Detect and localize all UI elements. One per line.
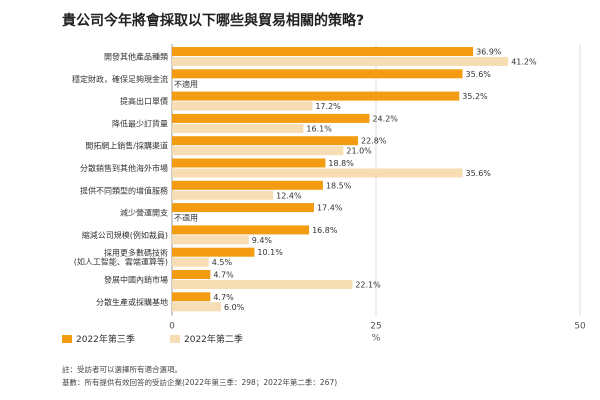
data-label: 不適用: [174, 213, 198, 223]
bar: [172, 101, 313, 111]
x-tick-label: 50: [574, 322, 586, 332]
data-label: 35.2%: [462, 92, 488, 101]
bar: [172, 47, 474, 56]
bar: [172, 270, 211, 279]
legend-label: 2022年第二季: [184, 333, 243, 345]
bar: [172, 190, 274, 200]
data-label: 18.5%: [326, 181, 352, 190]
bar: [172, 136, 359, 146]
bar: [172, 247, 255, 257]
category-label: 減少營運開支: [120, 208, 168, 218]
category-label: 提供不同類型的增值服務: [80, 185, 168, 195]
bar: [172, 292, 211, 302]
bar: [172, 180, 323, 190]
bar: [172, 280, 353, 289]
category-label: 發展中國內銷市場: [104, 275, 168, 285]
data-label: 35.6%: [465, 169, 491, 178]
data-label: 41.2%: [511, 58, 537, 67]
x-tick-label: 25: [370, 322, 381, 332]
bar: [172, 57, 509, 66]
data-label: 18.8%: [328, 159, 354, 168]
data-label: 9.4%: [252, 236, 273, 245]
data-label: 16.1%: [306, 124, 332, 133]
bar: [172, 225, 310, 235]
data-label: 24.2%: [372, 114, 398, 123]
footnote: 註：受訪者可以選擇所有適合選項。: [62, 365, 182, 374]
data-label: 22.1%: [355, 281, 381, 290]
bar: [172, 203, 314, 213]
bar: [172, 91, 460, 101]
bar: [172, 168, 463, 178]
legend-swatch: [62, 335, 72, 343]
category-label: 採用更多數碼技術: [104, 248, 168, 258]
category-label: 分散生產或採購基地: [96, 297, 168, 307]
data-label: 不適用: [174, 79, 198, 89]
data-label: 12.4%: [276, 191, 302, 200]
bars-layer: [172, 47, 509, 312]
category-label: 開發其他產品種類: [104, 52, 168, 62]
data-label: 4.7%: [213, 271, 234, 280]
data-label: 4.5%: [212, 258, 233, 267]
base-note: 基數：所有提供有效回答的受訪企業(2022年第三季：298；2022年第二季：2…: [62, 378, 338, 387]
data-label: 17.4%: [317, 204, 343, 213]
bar: [172, 158, 326, 168]
chart-title: 貴公司今年將會採取以下哪些與貿易相關的策略?: [62, 13, 365, 29]
data-label: 22.8%: [361, 137, 387, 146]
category-label: (如人工智能、雲端運算等): [74, 257, 168, 267]
data-label: 36.9%: [476, 48, 502, 57]
bar: [172, 113, 370, 123]
category-label: 開拓網上銷售/採購渠道: [85, 141, 168, 151]
bar: [172, 123, 304, 133]
category-label: 縮減公司規模(例如裁員): [82, 230, 168, 240]
data-label: 35.6%: [465, 70, 491, 79]
bar: [172, 302, 221, 312]
x-tick-label: 0: [169, 322, 175, 332]
category-label: 提高出口單價: [120, 96, 168, 106]
data-label: 21.0%: [346, 147, 372, 156]
legend-swatch: [170, 335, 180, 343]
bar: [172, 235, 249, 245]
legend-label: 2022年第三季: [76, 333, 135, 345]
axis-layer: 0 25 50%: [169, 322, 586, 344]
x-axis-label: %: [372, 334, 381, 344]
bar: [172, 257, 209, 267]
bar: [172, 69, 463, 79]
data-label: 4.7%: [213, 293, 234, 302]
category-label: 分散銷售到其他海外市場: [80, 163, 168, 173]
bar: [172, 146, 344, 156]
data-label: 10.1%: [257, 248, 283, 257]
category-label: 降低最少訂貨量: [112, 118, 168, 128]
labels-layer: 開發其他產品種類36.9%41.2%穩定財政，確保足夠現金流35.6%不適用提高…: [72, 48, 537, 312]
data-label: 6.0%: [224, 303, 245, 312]
data-label: 17.2%: [315, 102, 341, 111]
category-label: 穩定財政，確保足夠現金流: [72, 74, 168, 84]
data-label: 16.8%: [312, 226, 338, 235]
legend-layer: 2022年第三季 2022年第二季: [62, 333, 243, 345]
